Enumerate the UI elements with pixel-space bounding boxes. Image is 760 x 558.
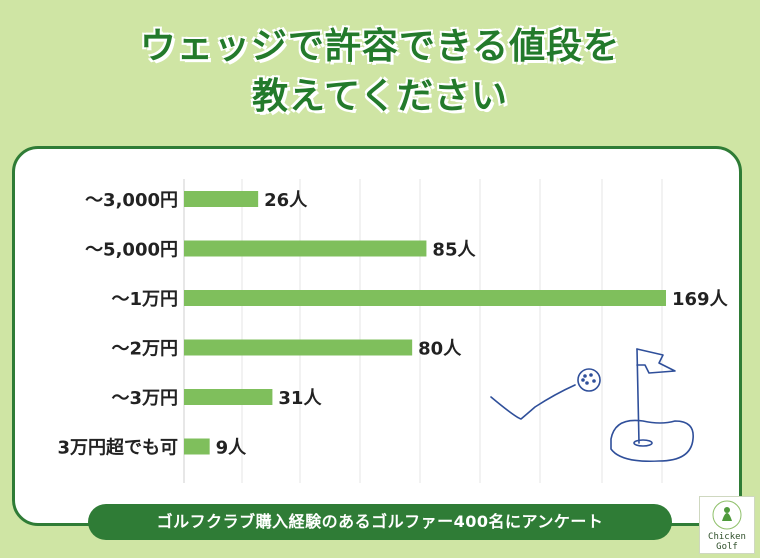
bars — [184, 191, 666, 455]
value-label: 26人 — [264, 190, 308, 211]
cup-hole — [633, 439, 653, 447]
value-label: 169人 — [672, 289, 729, 310]
category-label: ～2万円 — [111, 339, 178, 360]
bar — [184, 389, 273, 405]
bar — [184, 339, 413, 356]
category-label: ～3万円 — [111, 388, 178, 409]
page-title: ウェッジで許容できる値段を 教えてください — [0, 22, 760, 122]
category-label: ～3,000円 — [85, 190, 178, 211]
bar — [184, 191, 259, 207]
bar — [184, 240, 427, 257]
grid-lines — [183, 179, 663, 483]
category-label: 3万円超でも可 — [57, 437, 178, 459]
labels: ～3,000円 26人 ～5,000円 85人 ～1万円 169人 ～2万円 80人 ～3万円 3… — [57, 190, 728, 459]
flag-pole — [636, 348, 640, 444]
ball-trajectory-line — [490, 384, 576, 420]
logo-text-2: Golf — [716, 542, 738, 552]
flag-icon — [636, 348, 676, 374]
title-line-1: ウェッジで許容できる値段を — [139, 26, 621, 67]
bar-chart: ～3,000円 26人 ～5,000円 85人 ～1万円 169人 ～2万円 80人 ～3万円 3… — [57, 179, 729, 483]
value-label: 31人 — [278, 388, 322, 409]
category-label: ～1万円 — [111, 289, 178, 310]
title-line-2: 教えてください — [251, 76, 509, 117]
chart-card: ～3,000円 26人 ～5,000円 85人 ～1万円 169人 ～2万円 80人 ～3万円 3… — [12, 146, 742, 526]
logo-text-1: Chicken — [708, 532, 746, 542]
value-label: 80人 — [418, 339, 462, 360]
green-outline — [610, 419, 694, 463]
value-label: 85人 — [432, 240, 476, 261]
bar — [184, 438, 210, 455]
value-label: 9人 — [216, 438, 248, 459]
golf-ball-icon — [577, 368, 601, 392]
category-label: ～5,000円 — [85, 240, 178, 261]
bar — [184, 290, 666, 306]
chicken-golf-logo: Chicken Golf — [699, 496, 755, 554]
survey-banner: ゴルフクラブ購入経験のあるゴルファー400名にアンケート — [88, 504, 672, 540]
golf-illustration — [490, 348, 694, 463]
